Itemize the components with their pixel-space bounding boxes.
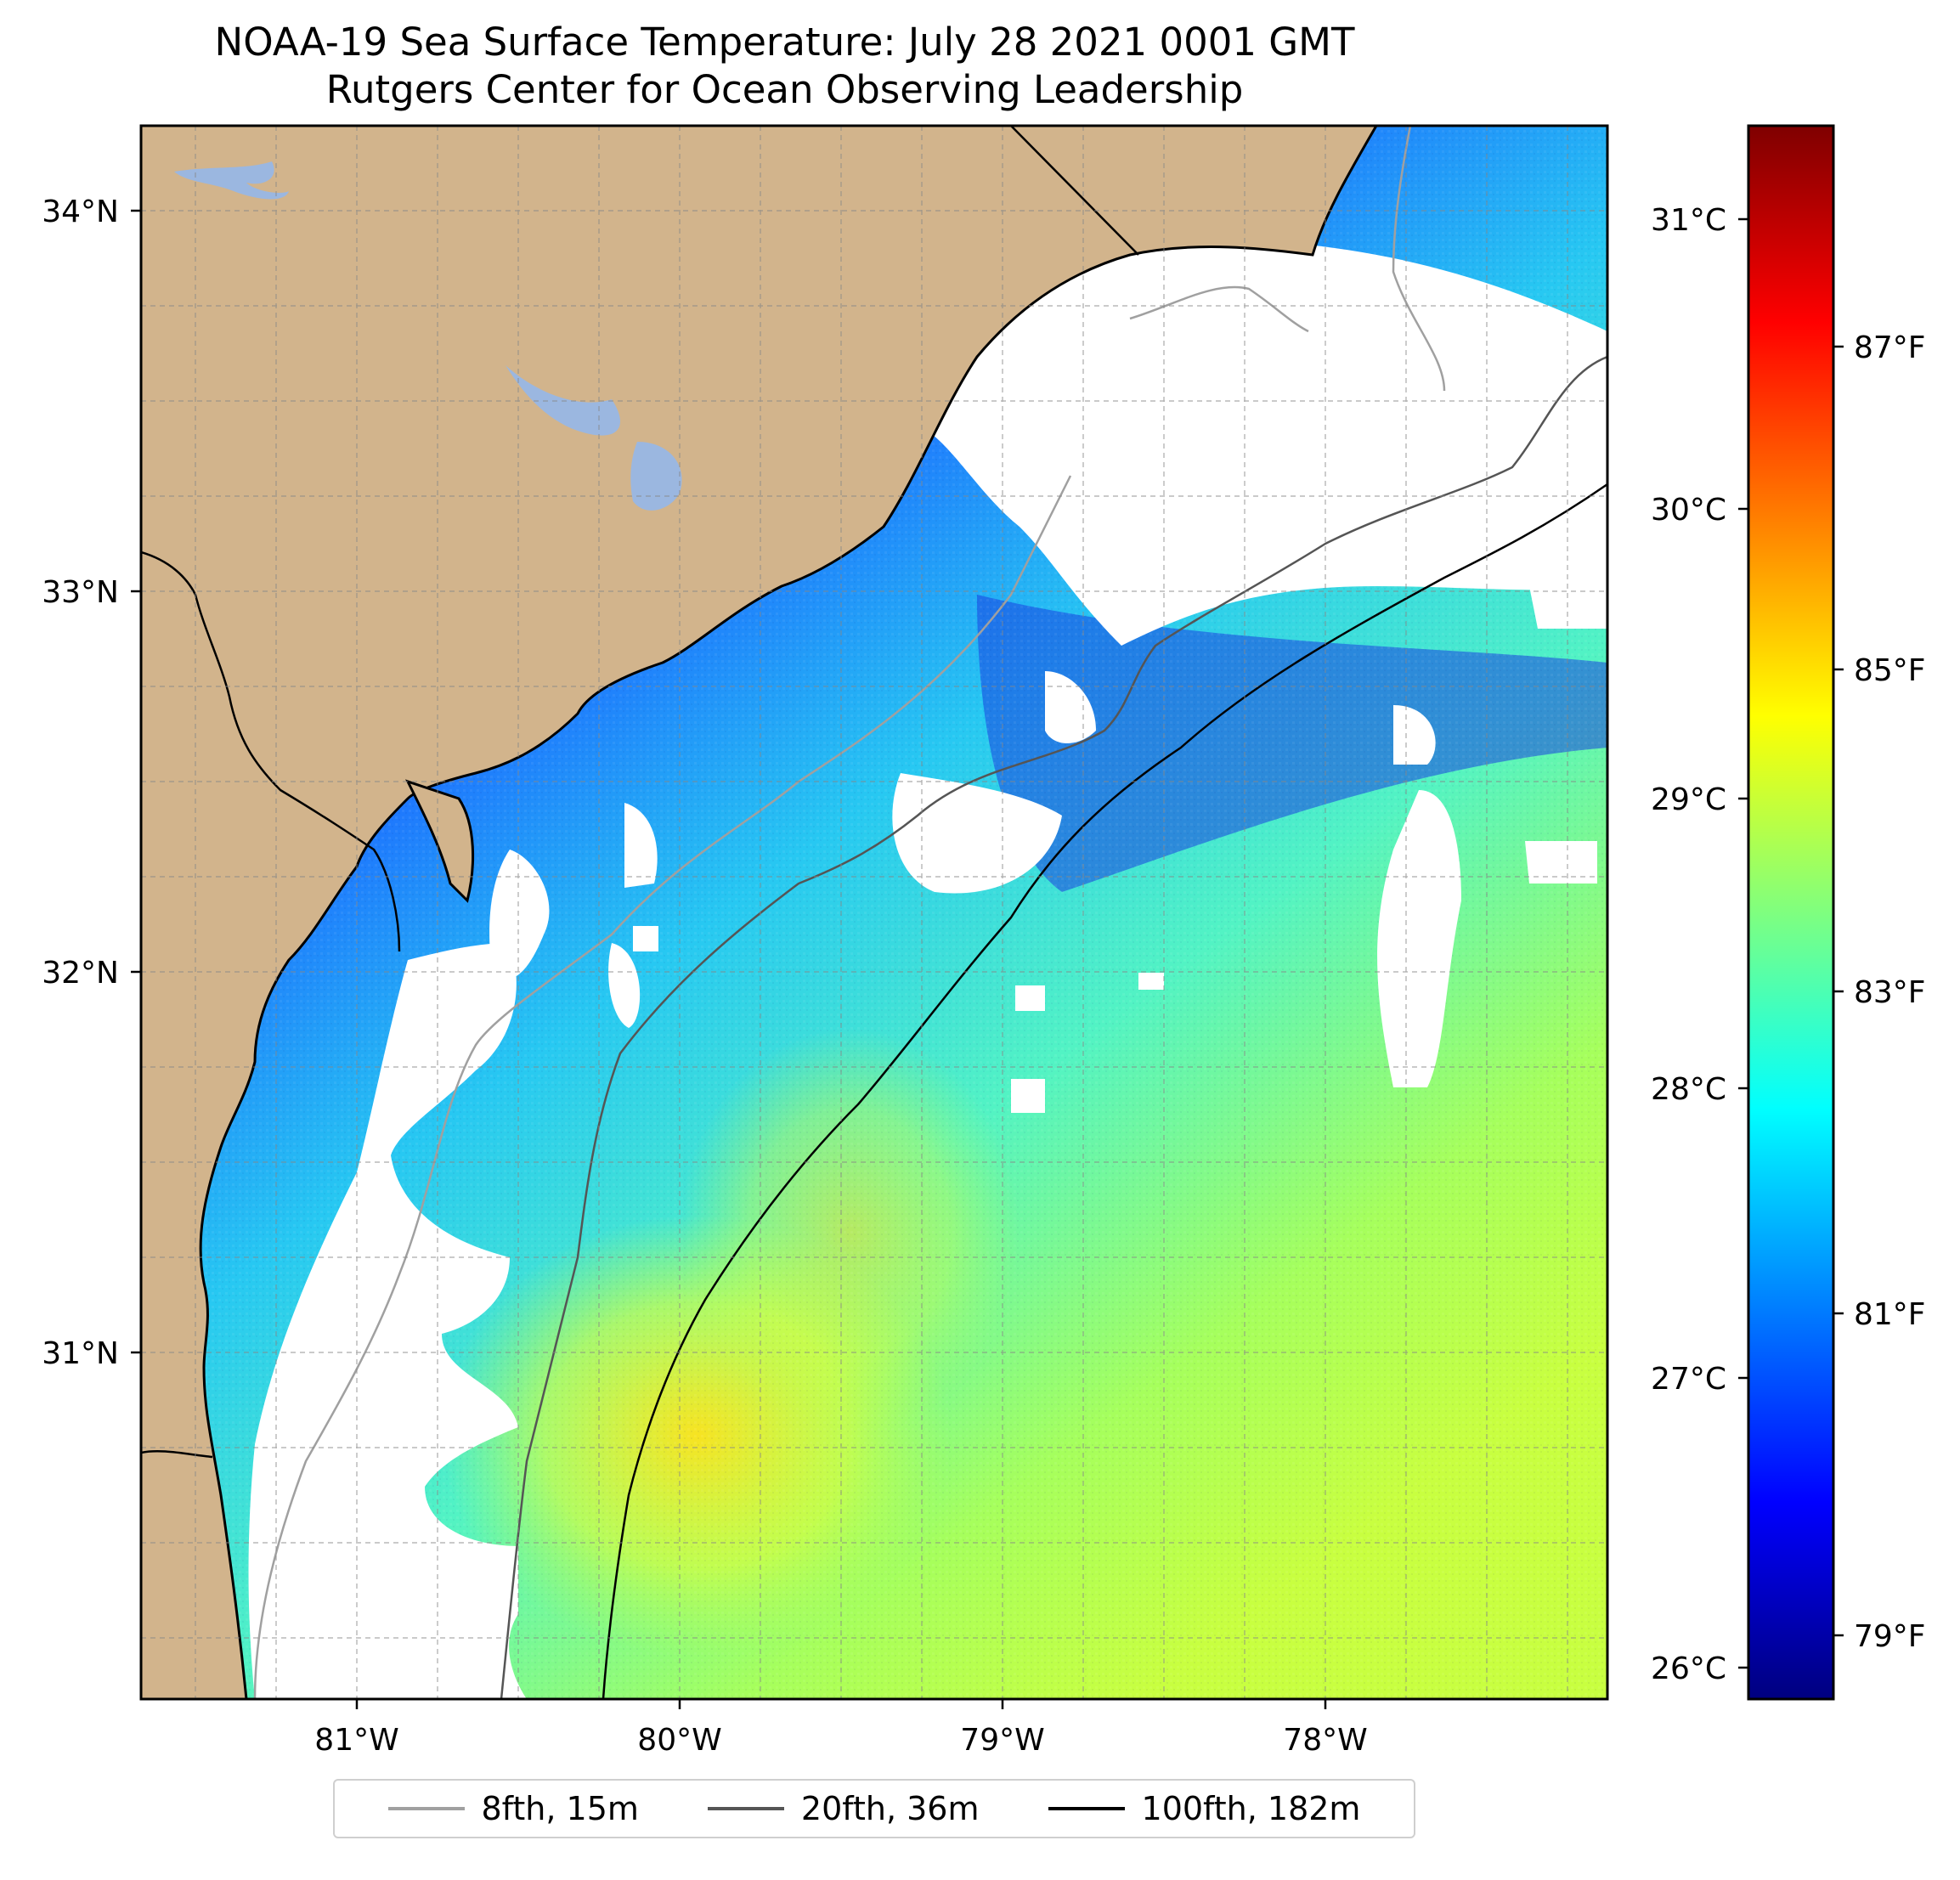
lat-tick-marks <box>131 209 141 1354</box>
celsius-tick-29: 29°C <box>1651 782 1726 817</box>
colorbar <box>1747 124 1835 1701</box>
no-data-patches <box>248 238 1607 1699</box>
legend-label-100fth: 100fth, 182m <box>1141 1790 1361 1827</box>
legend-swatch-100fth <box>1048 1807 1125 1810</box>
isobath-20fth <box>500 355 1607 1699</box>
lon-tick-81w: 81°W <box>314 1723 398 1758</box>
land-mass <box>141 126 1378 1699</box>
celsius-tick-28: 28°C <box>1651 1072 1726 1107</box>
celsius-tick-labels: 31°C 30°C 29°C 28°C 27°C 26°C <box>1651 203 1726 1686</box>
legend-swatch-8fth <box>387 1807 465 1810</box>
fahrenheit-tick-87: 87°F <box>1854 330 1926 365</box>
map-subtitle: Rutgers Center for Ocean Observing Leade… <box>325 67 1244 112</box>
fahrenheit-tick-85: 85°F <box>1854 653 1926 688</box>
legend-item-20fth: 20fth, 36m <box>707 1790 980 1827</box>
fahrenheit-tick-labels: 87°F 85°F 83°F 81°F 79°F <box>1854 330 1926 1654</box>
lat-tick-34n: 34°N <box>42 195 119 229</box>
celsius-tick-30: 30°C <box>1651 493 1726 528</box>
lon-tick-labels: 81°W 80°W 79°W 78°W <box>314 1723 1367 1758</box>
fahrenheit-tick-79: 79°F <box>1854 1619 1926 1654</box>
legend-label-8fth: 8fth, 15m <box>481 1790 639 1827</box>
lon-tick-79w: 79°W <box>960 1723 1044 1758</box>
lat-tick-33n: 33°N <box>42 575 119 610</box>
lat-tick-32n: 32°N <box>42 956 119 991</box>
legend-swatch-20fth <box>707 1807 784 1810</box>
lon-tick-78w: 78°W <box>1283 1723 1367 1758</box>
lake-waccamaw <box>174 161 289 200</box>
map-area <box>141 126 1607 1699</box>
isobath-legend: 8fth, 15m 20fth, 36m 100fth, 182m <box>333 1779 1415 1838</box>
celsius-tick-27: 27°C <box>1651 1362 1726 1397</box>
charleston-land <box>405 779 475 903</box>
celsius-tick-31: 31°C <box>1651 203 1726 238</box>
lon-tick-80w: 80°W <box>637 1723 721 1758</box>
lon-tick-marks <box>355 1699 1327 1709</box>
fahrenheit-tick-83: 83°F <box>1854 975 1926 1010</box>
ga-fl-border <box>141 1450 213 1459</box>
legend-label-20fth: 20fth, 36m <box>800 1790 980 1827</box>
lat-tick-labels: 34°N 33°N 32°N 31°N <box>42 195 119 1371</box>
map-frame <box>139 124 1609 1701</box>
isobath-100fth <box>602 483 1607 1699</box>
fahrenheit-tick-81: 81°F <box>1854 1297 1926 1332</box>
celsius-tick-26: 26°C <box>1651 1651 1726 1686</box>
nc-sc-border <box>1010 126 1139 256</box>
lat-tick-31n: 31°N <box>42 1336 119 1371</box>
fahrenheit-tick-marks <box>1833 345 1844 1637</box>
lake-moultrie <box>630 442 682 511</box>
celsius-tick-marks <box>1738 217 1748 1669</box>
legend-item-8fth: 8fth, 15m <box>387 1790 639 1827</box>
lake-marion <box>506 365 620 436</box>
map-title: NOAA-19 Sea Surface Temperature: July 28… <box>214 20 1355 65</box>
legend-item-100fth: 100fth, 182m <box>1048 1790 1361 1827</box>
graticule <box>141 126 1607 1699</box>
